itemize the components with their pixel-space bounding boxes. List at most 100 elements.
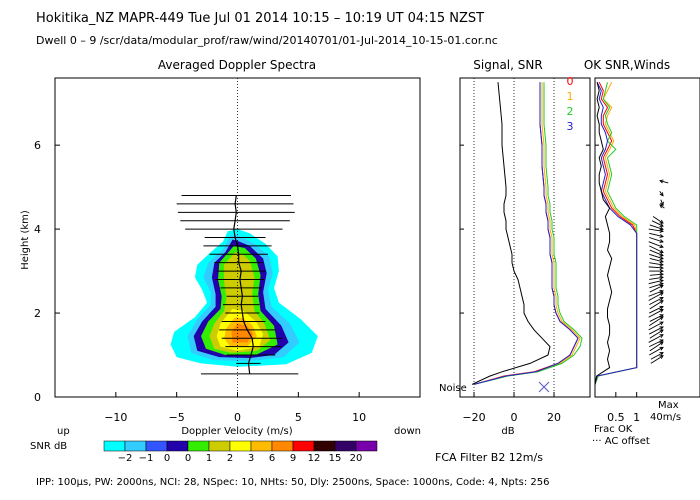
wind-arrowhead [659,219,664,224]
wind-arrowhead [659,339,664,344]
colorbar-swatch [208,440,231,452]
wind-arrow [649,276,664,280]
signal-axes: −20 0 20 [460,144,590,424]
wind-arrowhead [659,192,664,197]
wind-arrow [649,283,664,289]
signal-x-tick-label: 0 [511,411,518,424]
spectra-x-tick-label: 10 [352,411,366,424]
wind-arrow [648,292,664,301]
frac-ok-label: Frac OK [594,424,633,435]
down-label: down [394,426,421,437]
ok-frame [594,77,700,398]
ok-line-beam-0 [594,81,638,393]
noise-label: Noise [439,383,467,394]
ac-offset-label: ··· AC offset [592,436,650,447]
wind-arrow [648,321,664,331]
wind-arrowhead [659,275,664,280]
wind-arrow [648,279,664,285]
colorbar-swatch [313,440,336,452]
wind-arrowhead [660,201,664,207]
snr-line-beam-3 [473,82,579,385]
colorbar-tick-label: 20 [350,453,363,464]
colorbar-tick-label: 0 [164,453,170,464]
wind-arrowhead [659,341,664,346]
colorbar-swatch [355,440,378,452]
ok-line-beam-1 [594,81,638,393]
wind-arrow [649,224,664,230]
wind-arrow [650,355,664,364]
wind-arrowhead [659,334,664,338]
wind-arrowhead [659,355,664,360]
spectra-title: Averaged Doppler Spectra [158,58,316,72]
colorbar-tick-label: 6 [269,453,275,464]
wind-arrowhead [659,233,664,238]
signal-x-tick-label: 20 [547,411,561,424]
wind-arrowhead [659,352,664,356]
spectra-x-tick-label: −10 [104,411,127,424]
parameters-line: IPP: 100µs, PW: 2000ns, NCI: 28, NSpec: … [36,477,550,488]
signal-title: Signal, SNR [473,58,542,72]
colorbar-swatch [334,440,357,452]
wind-arrow [649,253,664,260]
wind-arrowhead [659,329,664,334]
wind-arrowhead [659,300,664,304]
wind-arrowhead [659,305,664,310]
wind-arrow [660,199,664,206]
colorbar-tick-label: 1 [206,453,212,464]
ok-legend-beam-3: 3 [567,120,574,133]
wind-scale-label: 40m/s [650,412,681,423]
snr-line-beam-1 [473,82,581,385]
colorbar-swatch [187,440,210,452]
up-label: up [57,426,70,437]
spectra-x-tick-label: −5 [169,411,185,424]
wind-arrowhead [659,262,664,267]
colorbar-swatch [103,440,126,452]
wind-arrow [652,216,664,224]
wind-arrow [649,339,664,348]
ok-lines [594,81,669,393]
wind-arrow [649,341,664,352]
snr-line-beam-0 [473,82,579,385]
wind-arrowhead [659,296,664,301]
wind-arrowhead [659,326,664,331]
wind-arrow [648,266,664,269]
wind-arrowhead [659,321,664,326]
wind-arrow [649,306,664,314]
spectra-profile [176,78,299,397]
wind-max-label: Max [658,400,679,411]
colorbar-swatch [124,440,147,452]
wind-arrowhead [659,226,664,231]
wind-arrowhead [659,289,664,294]
snr-line-beam-2 [473,82,583,385]
signal-lines [471,78,583,397]
chart-title: Hokitika_NZ MAPR-449 Tue Jul 01 2014 10:… [36,11,485,26]
colorbar-tick-label: −1 [139,453,154,464]
signal-xlabel: dB [501,426,514,437]
wind-arrowhead [659,244,664,249]
wind-arrow [659,180,669,184]
colorbar-swatch [250,440,273,452]
noise-marker [538,381,550,393]
snr-contour-7 [231,323,254,343]
wind-arrow [648,309,664,318]
spectra-y-tick-label: 4 [34,223,41,236]
frac-ok-line [594,82,613,393]
spectra-ylabel: Height (km) [20,210,31,270]
wind-arrowhead [659,272,664,277]
wind-arrowhead [659,316,664,321]
ok-legend: 0 1 2 3 [567,75,574,133]
wind-arrow [648,241,664,248]
ok-legend-beam-0: 0 [567,75,574,88]
wind-arrow [649,232,664,238]
wind-arrow [649,285,664,293]
ok-axes: 0.5 1 [595,144,640,424]
wind-arrowhead [659,239,664,244]
wind-arrow [649,346,664,356]
wind-arrow [649,258,664,263]
wind-arrow [649,245,664,253]
wind-arrowhead [659,314,664,318]
colorbar-tick-label: 15 [329,453,342,464]
filter-label: FCA Filter B2 12m/s [435,451,543,464]
